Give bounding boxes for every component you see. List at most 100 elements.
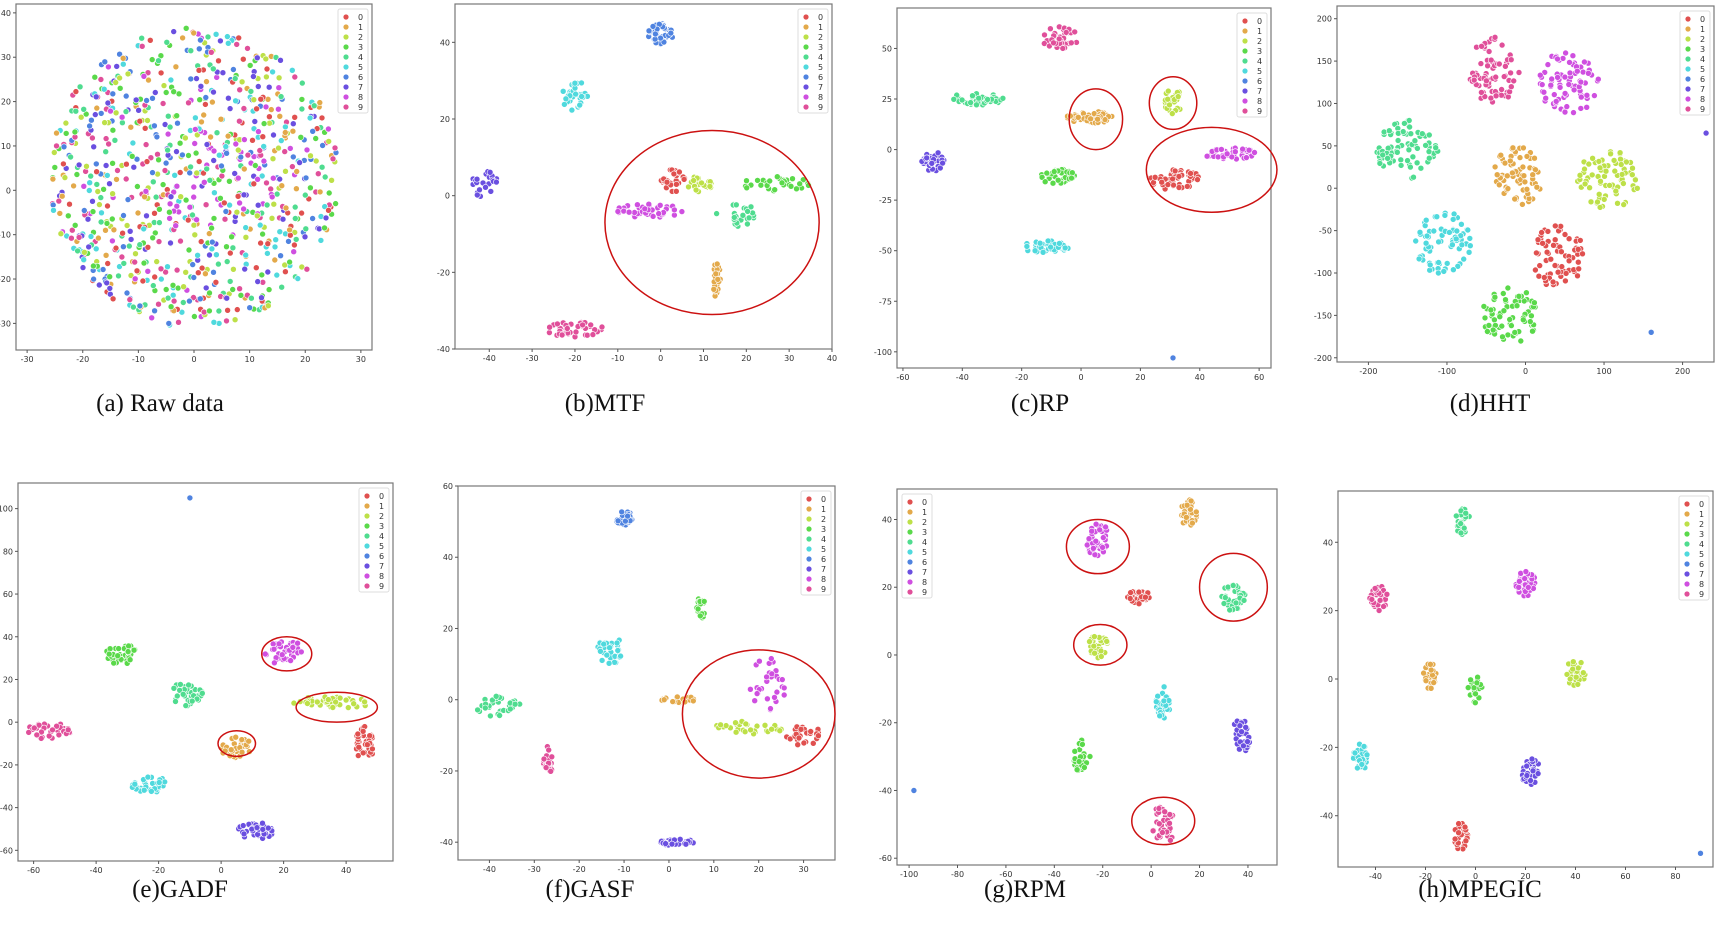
- data-point: [159, 100, 167, 107]
- data-point: [127, 236, 135, 243]
- legend-marker: [806, 536, 812, 542]
- data-point: [215, 307, 223, 315]
- y-tick-label: -40: [1320, 812, 1333, 821]
- data-point: [254, 83, 262, 90]
- data-point: [302, 174, 310, 182]
- data-point: [62, 119, 70, 127]
- legend-marker: [806, 586, 812, 592]
- data-point: [1509, 144, 1517, 152]
- data-point: [1504, 284, 1512, 292]
- legend-label: 9: [821, 585, 826, 594]
- x-tick-label: 10: [698, 354, 708, 363]
- highlight-ellipse: [1198, 552, 1269, 622]
- data-point: [744, 208, 751, 215]
- data-point: [325, 125, 332, 133]
- data-point: [1168, 110, 1176, 117]
- data-point: [254, 278, 262, 285]
- data-point: [1542, 94, 1550, 102]
- data-point: [1420, 669, 1427, 677]
- data-point: [1614, 200, 1621, 207]
- x-tick-label: -60: [27, 866, 40, 875]
- data-point: [1506, 316, 1513, 323]
- data-point: [253, 54, 261, 62]
- data-point: [1600, 196, 1608, 203]
- data-point: [767, 705, 774, 712]
- legend-label: 9: [1700, 105, 1705, 114]
- data-point: [259, 826, 267, 833]
- data-point: [219, 69, 227, 76]
- data-point: [1039, 249, 1047, 256]
- data-point: [210, 318, 218, 326]
- data-point: [260, 143, 268, 150]
- data-point: [80, 256, 87, 264]
- data-point: [1522, 568, 1530, 575]
- data-point: [1435, 238, 1442, 246]
- data-point: [73, 171, 81, 178]
- legend-label: 9: [922, 588, 927, 597]
- data-point: [1453, 227, 1461, 235]
- data-point: [1552, 98, 1560, 105]
- data-point: [1529, 767, 1537, 775]
- data-point: [1068, 39, 1075, 47]
- data-point: [87, 233, 95, 240]
- data-point: [133, 267, 141, 275]
- data-point: [229, 244, 237, 252]
- data-point: [120, 60, 127, 68]
- legend-label: 6: [1700, 75, 1705, 84]
- data-point: [1158, 178, 1166, 186]
- data-point: [1507, 69, 1514, 77]
- legend-label: 0: [358, 13, 363, 22]
- data-point: [173, 148, 180, 155]
- data-point: [1611, 167, 1619, 175]
- data-point: [1504, 185, 1512, 192]
- x-tick-label: -20: [1096, 870, 1109, 879]
- data-point: [1183, 514, 1190, 521]
- y-tick-label: 40: [3, 633, 13, 642]
- data-point: [292, 236, 300, 243]
- data-point: [242, 224, 249, 231]
- data-point: [1500, 290, 1507, 297]
- data-point: [1561, 108, 1569, 116]
- legend-marker: [907, 519, 913, 525]
- x-tick-label: -30: [21, 355, 34, 364]
- data-point: [282, 204, 290, 212]
- plot-frame: [896, 7, 1272, 369]
- data-point: [1407, 130, 1415, 137]
- legend-marker: [1242, 28, 1248, 34]
- data-point: [120, 260, 128, 267]
- y-tick-label: -200: [1314, 354, 1332, 363]
- data-point: [144, 244, 152, 251]
- data-point: [172, 222, 179, 229]
- data-point: [1160, 697, 1168, 705]
- data-point: [1451, 835, 1459, 843]
- data-point: [1549, 278, 1557, 286]
- data-point: [124, 196, 132, 203]
- data-point: [217, 115, 225, 123]
- data-point: [157, 69, 165, 77]
- data-point: [1460, 255, 1467, 263]
- data-point: [93, 104, 101, 112]
- data-point: [1455, 820, 1462, 827]
- data-point: [192, 114, 199, 122]
- data-point: [105, 650, 113, 658]
- data-point: [72, 88, 80, 95]
- data-point: [67, 153, 74, 161]
- data-point: [1538, 229, 1545, 236]
- x-tick-label: 30: [798, 865, 808, 874]
- data-point: [253, 824, 261, 831]
- data-point: [1047, 25, 1054, 33]
- data-point: [245, 737, 252, 745]
- data-point: [1572, 673, 1580, 681]
- data-point: [229, 286, 236, 293]
- data-point: [163, 38, 171, 46]
- data-point: [313, 698, 321, 706]
- data-point: [114, 652, 121, 659]
- data-point: [251, 118, 259, 125]
- legend-label: 6: [818, 73, 823, 82]
- data-point: [233, 208, 241, 216]
- data-point: [269, 155, 277, 162]
- data-point: [670, 170, 678, 178]
- data-point: [160, 82, 168, 89]
- data-point: [641, 205, 649, 213]
- data-point: [170, 88, 177, 95]
